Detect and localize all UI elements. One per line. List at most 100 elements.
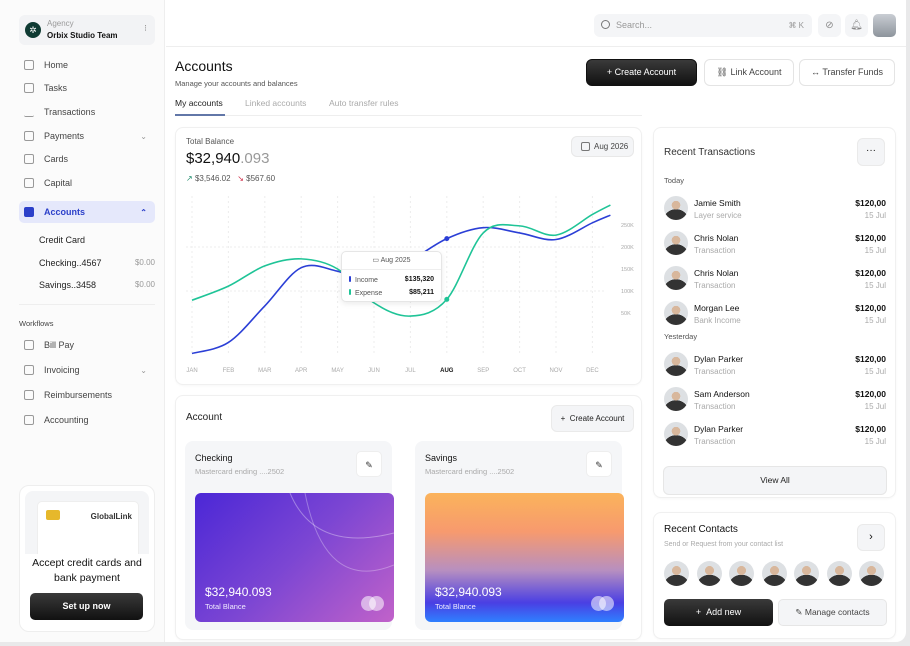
bell-icon[interactable]: 🔔︎	[845, 14, 868, 37]
link-icon: ⛓︎	[716, 67, 728, 77]
shortcut-hint: ⌘ K	[788, 21, 804, 30]
card-balance: $32,940.093	[205, 585, 272, 599]
savings-card[interactable]: $32,940.093 Total Blance	[425, 493, 624, 622]
tab-auto-transfer-rules[interactable]: Auto transfer rules	[329, 98, 399, 108]
chevron-down-icon: ⌄	[140, 131, 147, 141]
search-placeholder: Search...	[616, 20, 653, 30]
tooltip-expense: Expense $85,211	[342, 286, 441, 299]
y-tick-label: 50K	[621, 311, 631, 317]
card-balance-label: Total Blance	[205, 602, 246, 611]
hide-balance-icon[interactable]: ⊘	[818, 14, 841, 37]
contact-avatar[interactable]	[859, 561, 884, 586]
card-illustration: GlobalLink	[37, 501, 139, 561]
nav-label: Accounting	[44, 415, 89, 425]
pencil-icon: ✎	[595, 460, 603, 470]
chart-tooltip: ▭ Aug 2025 Income $135,320 Expense $85,211	[341, 251, 442, 302]
transaction-date: 15 Jul	[864, 246, 886, 255]
transaction-name: Jamie Smith	[694, 198, 741, 208]
contact-avatar[interactable]	[664, 561, 689, 586]
sidebar-item-home[interactable]: Home	[19, 54, 155, 76]
add-new-button[interactable]: + Add new	[664, 599, 773, 626]
manage-contacts-button[interactable]: ✎ Manage contacts	[778, 599, 887, 626]
transaction-date: 15 Jul	[864, 211, 886, 220]
transaction-row[interactable]: Chris Nolan Transaction $120,00 15 Jul	[664, 231, 886, 257]
transaction-row[interactable]: Dylan Parker Transaction $120,00 15 Jul	[664, 352, 886, 378]
setup-button[interactable]: Set up now	[30, 593, 143, 620]
tab-my-accounts[interactable]: My accounts	[175, 98, 223, 108]
transaction-amount: $120,00	[855, 389, 886, 399]
user-avatar[interactable]	[873, 14, 896, 37]
sidebar-item-invoicing[interactable]: Invoicing ⌄	[19, 359, 155, 381]
contact-avatar[interactable]	[696, 561, 722, 586]
contact-avatar[interactable]	[794, 561, 819, 586]
transaction-name: Chris Nolan	[694, 233, 739, 243]
view-all-button[interactable]: View All	[663, 466, 887, 495]
contact-avatar[interactable]	[761, 561, 787, 586]
team-label: Agency	[47, 19, 74, 28]
transaction-date: 15 Jul	[864, 316, 886, 325]
expense-swatch	[349, 288, 351, 295]
subitem-label: Credit Card	[39, 235, 86, 245]
total-balance-value: $32,940.093	[186, 150, 269, 167]
balance-chart: JAN FEB MAR APR MAY JUN JUL AUG SEP OCT NOV DEC 250K…	[186, 196, 634, 374]
transaction-row[interactable]: Morgan Lee Bank Income $120,00 15 Jul	[664, 301, 886, 327]
divider	[19, 304, 155, 305]
transaction-row[interactable]: Dylan Parker Transaction $120,00 15 Jul	[664, 422, 886, 448]
transaction-amount: $120,00	[855, 268, 886, 278]
transaction-row[interactable]: Sam Anderson Transaction $120,00 15 Jul	[664, 387, 886, 413]
x-tick-label: JAN	[186, 368, 197, 374]
link-account-button[interactable]: ⛓︎ Link Account	[704, 59, 794, 86]
transaction-name: Sam Anderson	[694, 389, 750, 399]
transaction-name: Dylan Parker	[694, 354, 744, 364]
total-balance-label: Total Balance	[186, 137, 235, 146]
create-account-button[interactable]: + Create Account	[586, 59, 697, 86]
sidebar-subitem-credit-card[interactable]: Credit Card	[39, 235, 155, 245]
team-switcher[interactable]: ✲ Agency Orbix Studio Team ⁝	[19, 15, 155, 45]
x-tick-label: JUL	[405, 368, 416, 374]
checking-card[interactable]: $32,940.093 Total Blance	[195, 493, 394, 622]
sidebar-item-reimbursements[interactable]: Reimbursements	[19, 384, 155, 406]
highlight-point	[444, 296, 450, 302]
nav-label: Accounts	[44, 207, 86, 217]
sidebar-item-tasks[interactable]: Tasks	[19, 77, 155, 99]
sidebar-item-capital[interactable]: Capital	[19, 172, 155, 194]
subitem-label: Savings..3458	[39, 280, 97, 290]
search-input[interactable]: Search... ⌘ K	[594, 14, 812, 37]
nav-label: Tasks	[44, 83, 68, 93]
sidebar-item-accounts[interactable]: Accounts ⌃	[19, 201, 155, 223]
sidebar-subitem-checking[interactable]: Checking..4567 $0.00	[39, 258, 155, 268]
contact-avatar[interactable]	[729, 561, 754, 586]
transfer-funds-button[interactable]: ↔ Transfer Funds	[799, 59, 895, 86]
page-title: Accounts	[175, 58, 233, 74]
contact-avatar[interactable]	[826, 561, 852, 586]
chevron-right-icon[interactable]: ›	[857, 524, 885, 551]
transaction-amount: $120,00	[855, 198, 886, 208]
avatar	[664, 387, 688, 411]
trend-up-icon: ↗	[186, 174, 193, 183]
edit-button[interactable]: ✎	[586, 451, 612, 477]
account-card: Account + Create Account Checking Master…	[175, 395, 642, 640]
sidebar-item-bill-pay[interactable]: Bill Pay	[19, 334, 155, 356]
card-brand: GlobalLink	[90, 512, 132, 521]
sidebar-item-cards[interactable]: Cards	[19, 148, 155, 170]
sidebar-item-payments[interactable]: Payments ⌄	[19, 125, 155, 147]
sidebar-item-transactions[interactable]: Transactions	[19, 101, 155, 123]
search-icon	[601, 20, 610, 29]
transaction-row[interactable]: Chris Nolan Transaction $120,00 15 Jul	[664, 266, 886, 292]
create-account-small-button[interactable]: + Create Account	[551, 405, 634, 432]
calendar-icon: ▭	[372, 257, 380, 264]
transaction-desc: Transaction	[694, 246, 736, 255]
expense-label: Expense	[355, 289, 383, 297]
sidebar-item-accounting[interactable]: Accounting	[19, 409, 155, 431]
button-label: Create Account	[569, 414, 625, 423]
transaction-row[interactable]: Jamie Smith Layer service $120,00 15 Jul	[664, 196, 886, 222]
tab-linked-accounts[interactable]: Linked accounts	[245, 98, 307, 108]
sidebar-subitem-savings[interactable]: Savings..3458 $0.00	[39, 280, 155, 290]
more-button[interactable]: ···	[857, 138, 885, 166]
x-tick-label: DEC	[586, 368, 599, 374]
card-icon	[24, 154, 34, 164]
edit-button[interactable]: ✎	[356, 451, 382, 477]
date-picker-button[interactable]: Aug 2026	[571, 136, 634, 157]
button-label: Manage contacts	[804, 607, 870, 617]
date-label: Aug 2026	[594, 142, 629, 151]
